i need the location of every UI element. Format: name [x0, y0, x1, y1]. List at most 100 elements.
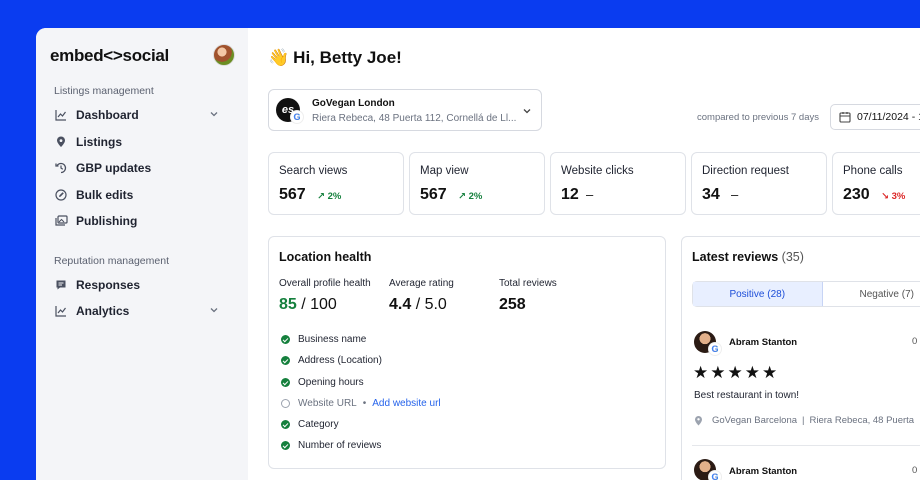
- stat-label: Map view: [420, 165, 469, 177]
- check-circle-icon: [281, 420, 290, 429]
- stat-value: 567: [420, 186, 447, 203]
- checklist-item: Opening hours: [281, 377, 364, 388]
- google-icon: G: [709, 343, 721, 355]
- stat-label: Direction request: [702, 165, 789, 177]
- location-health-card: Location health Overall profile health 8…: [268, 236, 666, 469]
- checklist-label: Number of reviews: [298, 440, 382, 451]
- metric-suffix: / 100: [296, 296, 337, 313]
- metric-label: Overall profile health: [279, 278, 371, 289]
- chart-line-icon: [54, 108, 68, 122]
- tab-negative[interactable]: Negative (7): [859, 288, 914, 300]
- location-select[interactable]: es G GoVegan London Riera Rebeca, 48 Pue…: [268, 89, 542, 131]
- chart-line-icon: [54, 304, 68, 318]
- checklist-item: Address (Location): [281, 355, 382, 366]
- metric-label: Total reviews: [499, 278, 557, 289]
- card-title: Latest reviews (35): [692, 250, 804, 264]
- star-rating: ★★★★★: [693, 363, 780, 382]
- location-pin-icon: [694, 415, 703, 426]
- google-icon: G: [709, 471, 721, 480]
- sidebar-item-label: GBP updates: [76, 161, 152, 175]
- section-title-reputation: Reputation management: [54, 255, 169, 267]
- wave-icon: 👋: [268, 48, 290, 67]
- stat-change: –: [731, 187, 739, 202]
- stat-label: Website clicks: [561, 165, 634, 177]
- stat-value: 230: [843, 186, 870, 203]
- chevron-down-icon[interactable]: [208, 304, 220, 316]
- stat-card-search-views[interactable]: Search views 567 ↗ 2%: [268, 152, 404, 215]
- empty-circle-icon: [281, 399, 290, 408]
- stat-change: ↗ 2%: [458, 191, 483, 202]
- review-meta: 0: [912, 465, 918, 476]
- stat-value: 12: [561, 186, 579, 203]
- date-range-picker[interactable]: 07/11/2024 - 14: [830, 104, 920, 130]
- stat-value: 34: [702, 186, 720, 203]
- sidebar-item-listings[interactable]: Listings: [54, 131, 230, 153]
- card-title: Location health: [279, 250, 372, 264]
- metric-value: 85 / 100: [279, 296, 337, 314]
- checklist-item: Number of reviews: [281, 440, 381, 451]
- sidebar-item-label: Analytics: [76, 304, 130, 318]
- check-circle-icon: [281, 356, 290, 365]
- total-reviews-value: 258: [499, 296, 526, 313]
- latest-reviews-card: Latest reviews (35) Positive (28) Negati…: [681, 236, 920, 480]
- sidebar-item-gbp-updates[interactable]: GBP updates: [54, 157, 230, 179]
- app-logo[interactable]: embed<>social: [50, 46, 169, 65]
- checklist-label: Business name: [298, 334, 367, 345]
- user-avatar[interactable]: [213, 44, 235, 66]
- sidebar-item-responses[interactable]: Responses: [54, 274, 230, 296]
- stat-label: Phone calls: [843, 165, 903, 177]
- metric-label: Average rating: [389, 278, 454, 289]
- metric-suffix: / 5.0: [411, 296, 447, 313]
- stat-card-phone-calls[interactable]: Phone calls 230 ↘ 3%: [832, 152, 920, 215]
- review-location-name: GoVegan Barcelona: [712, 415, 798, 426]
- review-text: Best restaurant in town!: [694, 390, 800, 401]
- profile-health-score: 85: [279, 296, 297, 313]
- chevron-down-icon[interactable]: [208, 108, 220, 120]
- date-range-value: 07/11/2024 - 14: [857, 111, 920, 123]
- location-name: GoVegan London: [312, 98, 395, 109]
- checklist-item: Website URL • Add website url: [281, 398, 441, 409]
- app-window: embed<>social Listings management Dashbo…: [36, 28, 920, 480]
- stat-change: ↗ 2%: [317, 191, 342, 202]
- sidebar-item-bulk-edits[interactable]: Bulk edits: [54, 184, 230, 206]
- reviews-count: (35): [781, 250, 804, 264]
- stat-card-map-view[interactable]: Map view 567 ↗ 2%: [409, 152, 545, 215]
- page-title: 👋 Hi, Betty Joe!: [268, 48, 402, 68]
- message-icon: [54, 278, 68, 292]
- sidebar-item-label: Listings: [76, 135, 123, 149]
- chevron-down-icon[interactable]: [521, 104, 533, 116]
- gallery-icon: [54, 214, 68, 228]
- check-circle-icon: [281, 441, 290, 450]
- check-circle-icon: [281, 335, 290, 344]
- stat-value: 567: [279, 186, 306, 203]
- checklist-label: Address (Location): [298, 355, 382, 366]
- sidebar-item-dashboard[interactable]: Dashboard: [54, 104, 230, 126]
- review-meta: 0: [912, 336, 918, 347]
- tab-positive[interactable]: Positive (28): [693, 282, 823, 306]
- google-icon: G: [291, 111, 303, 123]
- location-address: Riera Rebeca, 48 Puerta 112, Cornellá de…: [312, 113, 517, 124]
- main-content: 👋 Hi, Betty Joe! es G GoVegan London Rier…: [248, 28, 920, 480]
- add-website-url-link[interactable]: Add website url: [372, 398, 441, 409]
- review-location: GoVegan Barcelona | Riera Rebeca, 48 Puert…: [694, 415, 914, 426]
- sidebar-item-analytics[interactable]: Analytics: [54, 300, 230, 322]
- reviewer-name: Abram Stanton: [729, 337, 798, 348]
- separator: |: [802, 415, 805, 426]
- sidebar-item-label: Bulk edits: [76, 188, 134, 202]
- edit-icon: [54, 188, 68, 202]
- sidebar-item-label: Responses: [76, 278, 141, 292]
- greeting-text: Hi, Betty Joe!: [293, 48, 402, 67]
- checklist-item: Business name: [281, 334, 366, 345]
- average-rating-value: 4.4: [389, 296, 412, 313]
- section-title-listings: Listings management: [54, 85, 154, 97]
- review-tabs: Positive (28) Negative (7): [692, 281, 920, 307]
- sidebar-item-publishing[interactable]: Publishing: [54, 210, 230, 232]
- stat-card-website-clicks[interactable]: Website clicks 12 –: [550, 152, 686, 215]
- sidebar: embed<>social Listings management Dashbo…: [36, 28, 248, 480]
- calendar-icon: [839, 111, 851, 123]
- separator-dot: •: [362, 398, 367, 409]
- stat-card-direction-request[interactable]: Direction request 34 –: [691, 152, 827, 215]
- metric-value: 4.4 / 5.0: [389, 296, 447, 314]
- review-location-address: Riera Rebeca, 48 Puerta: [809, 415, 915, 426]
- checklist-label: Category: [298, 419, 339, 430]
